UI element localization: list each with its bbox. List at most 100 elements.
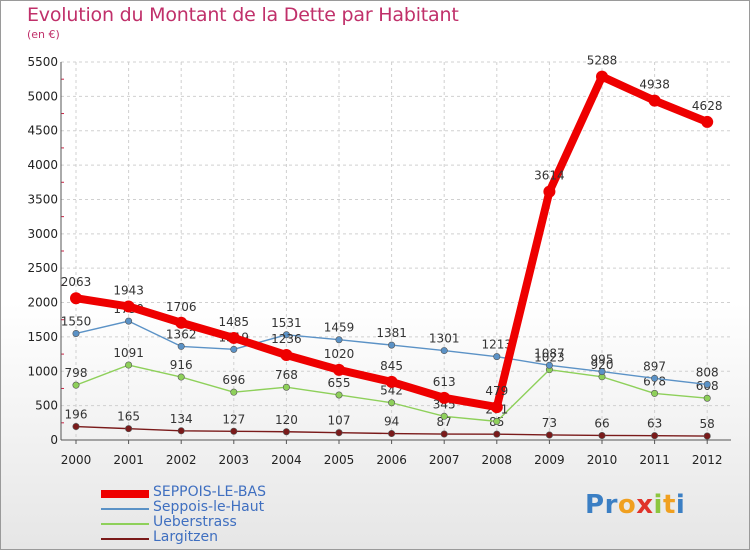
data-point: [227, 331, 240, 344]
data-point: [177, 427, 185, 435]
data-label: 63: [647, 417, 662, 431]
proxiti-logo: Proxiti: [585, 490, 685, 520]
data-label: 4628: [692, 99, 723, 113]
x-tick-label: 2009: [534, 453, 565, 467]
y-tick-label: 500: [35, 399, 58, 413]
legend-label: Ueberstrass: [153, 514, 237, 530]
data-point: [388, 341, 396, 349]
data-label: 66: [594, 416, 609, 430]
data-label: 845: [380, 359, 403, 373]
data-point: [125, 317, 133, 325]
data-point: [72, 381, 80, 389]
y-tick-label: 3000: [27, 227, 58, 241]
x-tick-label: 2000: [61, 453, 92, 467]
data-point: [703, 394, 711, 402]
data-point: [703, 432, 711, 440]
legend-label: Seppois-le-Haut: [153, 499, 265, 515]
data-point: [648, 94, 661, 107]
data-label: 73: [542, 416, 557, 430]
y-tick-label: 2000: [27, 296, 58, 310]
data-point: [596, 70, 608, 83]
data-point: [440, 347, 448, 355]
data-label: 1943: [113, 283, 144, 297]
data-label: 897: [643, 359, 666, 373]
y-tick-label: 5000: [27, 89, 58, 103]
data-point: [493, 417, 501, 425]
y-tick-label: 4000: [27, 158, 58, 172]
data-label: 1023: [534, 351, 565, 365]
data-label: 1706: [166, 300, 197, 314]
data-label: 165: [117, 410, 140, 424]
y-tick-label: 2500: [27, 261, 58, 275]
data-label: 479: [485, 384, 508, 398]
data-point: [282, 428, 290, 436]
data-point: [177, 342, 185, 350]
data-point: [175, 316, 188, 329]
x-tick-label: 2007: [429, 453, 460, 467]
data-label: 613: [433, 375, 456, 389]
y-tick-label: 4500: [27, 124, 58, 138]
data-point: [282, 331, 290, 339]
x-tick-label: 2011: [639, 453, 670, 467]
x-tick-label: 2001: [113, 453, 144, 467]
data-label: 94: [384, 415, 399, 429]
data-label: 1362: [166, 327, 197, 341]
legend-swatch: [101, 523, 149, 525]
data-label: 1020: [324, 347, 355, 361]
y-tick-label: 5500: [27, 55, 58, 69]
data-label: 3614: [534, 169, 565, 183]
legend-label: Largitzen: [153, 529, 218, 545]
data-label: 1301: [429, 332, 460, 346]
logo-letter: t: [662, 490, 676, 520]
data-point: [230, 388, 238, 396]
logo-letter: r: [604, 490, 618, 520]
data-point: [335, 391, 343, 399]
data-label: 127: [222, 412, 245, 426]
data-label: 655: [328, 376, 351, 390]
data-point: [333, 363, 345, 376]
legend-label: SEPPOIS-LE-BAS: [153, 484, 266, 500]
logo-letter: x: [636, 490, 654, 520]
x-tick-label: 2006: [376, 453, 407, 467]
data-label: 995: [591, 353, 614, 367]
data-point: [545, 361, 553, 369]
data-point: [651, 389, 659, 397]
data-label: 798: [65, 366, 88, 380]
data-point: [388, 430, 396, 438]
data-point: [335, 429, 343, 437]
data-label: 120: [275, 413, 298, 427]
data-label: 768: [275, 368, 298, 382]
data-label: 1550: [61, 314, 92, 328]
data-label: 1213: [482, 338, 513, 352]
data-point: [280, 349, 293, 362]
data-label: 196: [65, 408, 88, 422]
chart-title: Evolution du Montant de la Dette par Hab…: [27, 4, 459, 26]
data-point: [438, 391, 451, 404]
data-point: [598, 431, 606, 439]
data-label: 107: [328, 414, 351, 428]
x-tick-label: 2002: [166, 453, 197, 467]
data-label: 920: [591, 358, 614, 372]
data-label: 134: [170, 412, 193, 426]
x-tick-label: 2008: [482, 453, 513, 467]
logo-letter: i: [675, 490, 686, 520]
y-tick-label: 3500: [27, 192, 58, 206]
data-point: [70, 292, 82, 305]
data-label: 1087: [534, 346, 565, 360]
x-tick-label: 2003: [219, 453, 250, 467]
data-point: [545, 431, 553, 439]
data-point: [72, 329, 80, 337]
legend-swatch: [101, 508, 149, 510]
data-point: [543, 185, 556, 198]
data-point: [125, 361, 133, 369]
data-point: [335, 336, 343, 344]
legend-swatch: [101, 538, 149, 540]
data-point: [490, 401, 503, 414]
data-point: [230, 345, 238, 353]
data-point: [230, 427, 238, 435]
data-point: [703, 380, 711, 388]
data-point: [651, 432, 659, 440]
data-label: 808: [696, 365, 719, 379]
logo-letter: i: [653, 490, 663, 520]
